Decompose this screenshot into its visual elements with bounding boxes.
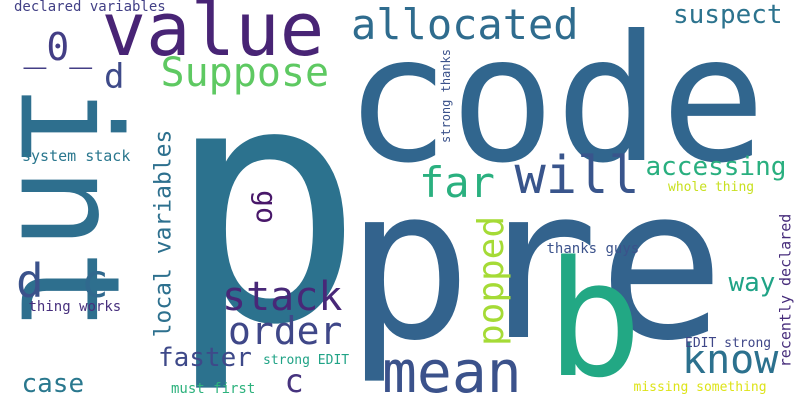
word-code: code bbox=[344, 0, 766, 202]
word-go: go bbox=[249, 190, 283, 224]
word-mean: mean bbox=[382, 338, 522, 400]
word-whole-thing: whole thing bbox=[668, 179, 755, 195]
word-b: b bbox=[546, 226, 643, 400]
word-far: far bbox=[419, 158, 495, 207]
word-system-stack: system stack bbox=[22, 146, 131, 165]
word-c: c bbox=[284, 362, 304, 400]
word-must-first: must first bbox=[171, 381, 256, 397]
word-way: way bbox=[728, 268, 776, 298]
word-c: c bbox=[81, 254, 109, 308]
word-value: value bbox=[101, 0, 325, 73]
word-accessing: accessing bbox=[645, 152, 787, 182]
word-order: order bbox=[228, 309, 343, 353]
word-p: p bbox=[165, 13, 365, 397]
word-0: _0_ bbox=[23, 25, 93, 69]
word-suspect: suspect bbox=[673, 0, 783, 30]
word-edit-strong: EDIT strong bbox=[685, 335, 772, 351]
word-d: d bbox=[16, 254, 44, 308]
word-faster: faster bbox=[158, 343, 252, 373]
word-stack: stack bbox=[222, 274, 343, 320]
word-strong-edit: strong EDIT bbox=[263, 352, 350, 368]
word-recently-declared: recently declared bbox=[776, 213, 795, 367]
word-suppose: Suppose bbox=[160, 50, 330, 96]
word-popped: popped bbox=[471, 215, 513, 347]
word-allocated: allocated bbox=[351, 0, 579, 49]
word-thanks-guys: thanks guys bbox=[546, 241, 640, 257]
word-thing-works: thing works bbox=[28, 299, 122, 315]
word-declared-variables: declared variables bbox=[14, 0, 166, 15]
word-strong-thanks: strong thanks bbox=[438, 49, 453, 143]
word-local-variables: local variables bbox=[150, 129, 177, 337]
word-know: know bbox=[682, 337, 779, 383]
word-pre: pre bbox=[345, 142, 725, 387]
word-d: d bbox=[104, 57, 125, 97]
word-missing-something: missing something bbox=[633, 379, 767, 395]
word-will: will bbox=[514, 146, 640, 206]
word-case: case bbox=[21, 369, 85, 399]
